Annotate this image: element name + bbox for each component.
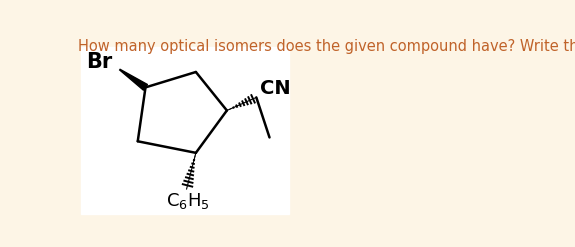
FancyBboxPatch shape (81, 47, 289, 214)
Text: CN: CN (260, 79, 291, 98)
Text: Br: Br (86, 52, 112, 72)
Text: $\mathregular{C_6H_5}$: $\mathregular{C_6H_5}$ (166, 191, 210, 211)
Polygon shape (120, 69, 148, 90)
Text: How many optical isomers does the given compound have? Write the number only.: How many optical isomers does the given … (78, 39, 575, 54)
